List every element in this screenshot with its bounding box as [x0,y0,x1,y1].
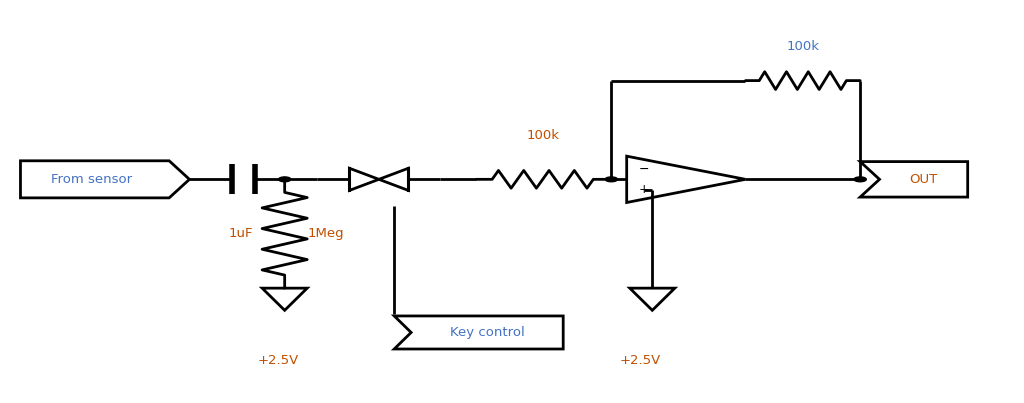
Text: +2.5V: +2.5V [620,354,660,367]
Text: +: + [638,183,649,196]
Text: −: − [638,163,649,176]
Text: +2.5V: +2.5V [258,354,299,367]
Circle shape [605,177,617,182]
Circle shape [854,177,866,182]
Text: 100k: 100k [526,129,559,141]
Text: 1uF: 1uF [228,227,253,240]
Text: From sensor: From sensor [51,173,132,186]
Text: Key control: Key control [450,326,524,339]
Circle shape [279,177,291,182]
Text: 1Meg: 1Meg [307,227,344,240]
Text: 100k: 100k [786,40,819,53]
Text: OUT: OUT [909,173,938,186]
